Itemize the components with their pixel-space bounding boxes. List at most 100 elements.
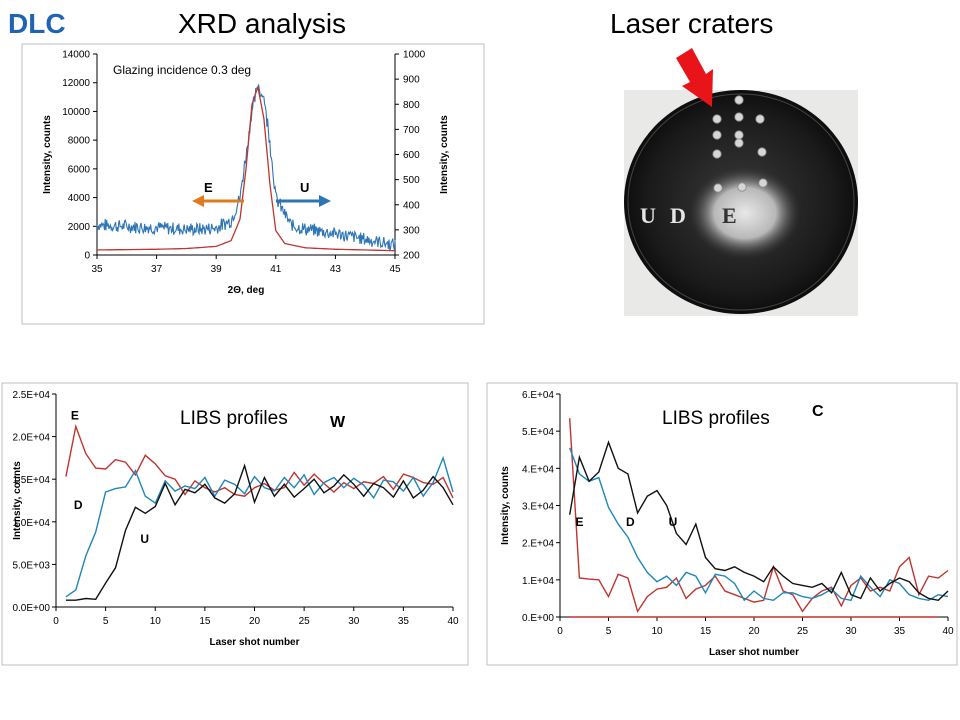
- c-panel: [486, 382, 958, 666]
- w-x-label: Laser shot number: [209, 637, 299, 648]
- w-y-tick-label: 1.0E+04: [12, 518, 50, 529]
- w-x-tick-label: 0: [53, 616, 59, 627]
- xrd-y-tick-label-right: 400: [403, 200, 420, 211]
- w-series-label: D: [74, 498, 83, 512]
- xrd-title: XRD analysis: [178, 8, 347, 39]
- xrd-x-tick-label: 37: [151, 264, 163, 275]
- c-series-u: [569, 440, 949, 602]
- c-y-tick-label: 0.E+00: [522, 613, 554, 624]
- xrd-x-label: 2Θ, deg: [228, 285, 265, 296]
- laser-crater: [712, 149, 722, 159]
- xrd-y-tick-label-left: 0: [84, 251, 90, 262]
- w-x-tick-label: 25: [299, 616, 311, 627]
- xrd-x-tick-label: 45: [389, 264, 401, 275]
- w-x-tick-label: 20: [249, 616, 261, 627]
- c-y-tick-label: 4.E+04: [522, 464, 554, 475]
- laser-crater: [737, 182, 747, 192]
- c-series-label: D: [626, 515, 635, 529]
- c-y-tick-label: 3.E+04: [522, 502, 554, 513]
- laser-crater: [712, 114, 722, 124]
- xrd-y-tick-label-right: 500: [403, 175, 420, 186]
- xrd-panel: [21, 43, 485, 325]
- xrd-x-tick-label: 35: [91, 264, 103, 275]
- c-y-tick-label: 5.E+04: [522, 427, 554, 438]
- xrd-x-tick-label: 43: [330, 264, 342, 275]
- xrd-y-tick-label-left: 8000: [68, 136, 91, 147]
- xrd-y-tick-label-left: 10000: [62, 107, 90, 118]
- c-title: LIBS profiles: [662, 408, 770, 429]
- xrd-series-blue: [96, 83, 396, 252]
- arrow-e-head: [192, 195, 204, 207]
- c-x-tick-label: 30: [845, 626, 857, 637]
- w-x-tick-label: 35: [398, 616, 410, 627]
- w-y-tick-label: 1.5E+04: [12, 475, 50, 486]
- c-x-tick-label: 10: [651, 626, 663, 637]
- xrd-y-tick-label-right: 600: [403, 150, 420, 161]
- laser-crater: [734, 112, 744, 122]
- c-series-label: E: [576, 515, 584, 529]
- w-series-d: [65, 455, 454, 598]
- w-panel: [1, 382, 469, 666]
- w-y-tick-label: 0.0E+00: [12, 603, 50, 614]
- laser-crater: [758, 178, 768, 188]
- xrd-y-tick-label-left: 6000: [68, 164, 91, 175]
- c-x-tick-label: 25: [797, 626, 809, 637]
- c-x-tick-label: 5: [606, 626, 612, 637]
- xrd-y-tick-label-left: 4000: [68, 193, 91, 204]
- w-series-label: E: [71, 409, 79, 423]
- w-series-u: [65, 463, 454, 601]
- c-y-label: Intensity, counts: [500, 466, 511, 545]
- w-title: LIBS profiles: [180, 408, 288, 429]
- xrd-y-label-right: Intensity, counts: [439, 115, 450, 194]
- laser-crater: [755, 114, 765, 124]
- w-x-tick-label: 10: [150, 616, 162, 627]
- w-y-tick-label: 2.0E+04: [12, 433, 50, 444]
- arrow-u-head: [319, 195, 331, 207]
- laser-crater: [734, 95, 744, 105]
- w-x-tick-label: 5: [103, 616, 109, 627]
- crater-region-label: E: [722, 203, 737, 228]
- w-x-tick-label: 15: [199, 616, 211, 627]
- c-y-tick-label: 2.E+04: [522, 539, 554, 550]
- xrd-y-tick-label-right: 1000: [403, 50, 426, 61]
- red-arrow: [676, 48, 713, 107]
- c-y-tick-label: 6.E+04: [522, 390, 554, 401]
- xrd-y-tick-label-right: 800: [403, 100, 420, 111]
- c-x-tick-label: 35: [894, 626, 906, 637]
- xrd-y-tick-label-left: 12000: [62, 78, 90, 89]
- crater-region-label: D: [670, 203, 686, 228]
- c-series-d: [569, 447, 949, 602]
- c-x-label: Laser shot number: [709, 647, 799, 658]
- xrd-y-tick-label-left: 14000: [62, 50, 90, 61]
- xrd-series-red: [97, 84, 395, 252]
- w-series-e: [65, 423, 454, 499]
- xrd-x-tick-label: 41: [270, 264, 282, 275]
- c-element-label: C: [812, 403, 824, 420]
- w-element-label: W: [330, 414, 346, 431]
- xrd-y-label-left: Intensity, counts: [42, 115, 53, 194]
- disk-rim: [627, 93, 855, 311]
- c-x-tick-label: 0: [557, 626, 563, 637]
- w-y-tick-label: 2.5E+04: [12, 390, 50, 401]
- laser-crater: [757, 147, 767, 157]
- w-y-label: Intensity, counts: [12, 461, 23, 540]
- c-series-label: U: [669, 515, 678, 529]
- dlc-label: DLC: [8, 8, 66, 39]
- xrd-y-tick-label-left: 2000: [68, 222, 91, 233]
- xrd-x-tick-label: 39: [211, 264, 223, 275]
- xrd-y-tick-label-right: 300: [403, 225, 420, 236]
- xrd-y-tick-label-right: 700: [403, 125, 420, 136]
- laser-crater: [734, 138, 744, 148]
- c-y-tick-label: 1.E+04: [522, 576, 554, 587]
- laser-craters-title: Laser craters: [610, 8, 774, 39]
- c-x-tick-label: 20: [748, 626, 760, 637]
- laser-crater: [712, 130, 722, 140]
- xrd-y-tick-label-right: 200: [403, 251, 420, 262]
- arrow-e-label: E: [204, 180, 213, 195]
- w-x-tick-label: 40: [447, 616, 459, 627]
- w-series-label: U: [140, 532, 149, 546]
